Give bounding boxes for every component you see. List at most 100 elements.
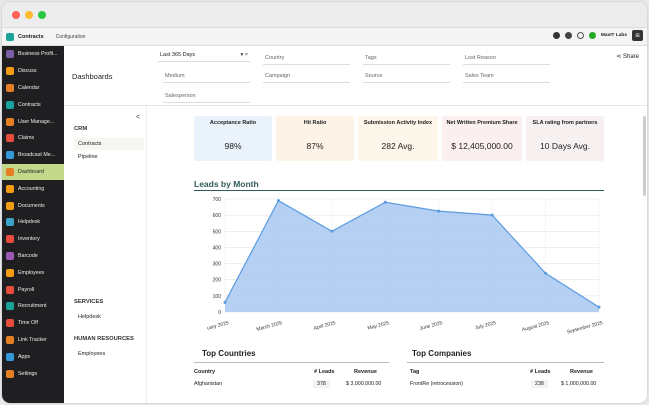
series-line <box>224 199 600 308</box>
y-tick-label: 600 <box>213 213 222 219</box>
app-icon <box>6 117 14 126</box>
area-fill <box>225 200 599 312</box>
sidebar-item-documents[interactable]: Documents <box>2 197 64 214</box>
company-name[interactable]: MaxIT Labs <box>600 33 627 38</box>
sidebar-item-label: Barcode <box>18 252 38 259</box>
sidebar-item-label: Inventory <box>18 236 40 243</box>
chart-title: Leads by Month <box>194 179 259 189</box>
y-tick-label: 200 <box>213 278 222 284</box>
sidebar-item-helpdesk[interactable]: Helpdesk <box>2 214 64 231</box>
kpi-value: $ 12,405,000.00 <box>451 141 513 151</box>
source-filter[interactable]: Source <box>363 69 450 83</box>
y-tick-label: 700 <box>213 197 222 203</box>
share-button[interactable]: ⋖ Share <box>616 54 639 60</box>
app-icon <box>6 83 14 92</box>
y-tick-label: 100 <box>213 294 222 300</box>
app-icon <box>6 151 14 160</box>
sidebar-item-label: User Manage... <box>18 118 55 125</box>
country-leads-cell: 378 <box>313 380 330 388</box>
app-icon <box>6 335 14 344</box>
x-tick-label: May 2025 <box>367 320 390 332</box>
company-cell[interactable]: FrontRe (retrocession) <box>410 381 463 387</box>
x-tick-label: February 2025 <box>207 320 230 334</box>
sidebar-item-user-manage[interactable]: User Manage... <box>2 113 64 130</box>
clock-icon[interactable] <box>576 32 584 39</box>
sidebar-item-link-tracker[interactable]: Link Tracker <box>2 332 64 349</box>
sidebar-item-discuss[interactable]: Discuss <box>2 63 64 80</box>
medium-filter[interactable]: Medium <box>163 69 250 83</box>
x-tick-label: March 2025 <box>256 320 283 333</box>
divider <box>194 362 389 363</box>
kpi-submission-activity[interactable]: Submission Activity Index 282 Avg. <box>358 116 438 161</box>
sidebar-item-label: Dashboard <box>18 168 44 175</box>
sidebar-item-dashboard[interactable]: Dashboard <box>2 163 64 181</box>
status-icon[interactable] <box>588 32 596 39</box>
close-window-button[interactable] <box>12 11 20 19</box>
collapse-panel-button[interactable]: < <box>135 114 140 121</box>
x-tick-label: September 2025 <box>566 320 603 335</box>
sidebar-item-calendar[interactable]: Calendar <box>2 80 64 97</box>
sidebar-item-settings[interactable]: Settings <box>2 365 64 382</box>
country-cell[interactable]: Afghanistan <box>194 381 222 387</box>
user-avatar[interactable]: ⊞ <box>632 30 643 41</box>
app-icon <box>6 285 14 294</box>
app-icon <box>6 268 14 277</box>
chat-icon[interactable] <box>564 32 572 39</box>
kpi-sla-rating[interactable]: SLA rating from partners 10 Days Avg. <box>526 116 604 161</box>
dashboard-item-employees[interactable]: Employees <box>78 351 106 357</box>
kpi-title: Submission Activity Index <box>363 120 433 126</box>
sidebar-item-label: Documents <box>18 202 45 209</box>
app-name[interactable]: Contracts <box>18 33 44 40</box>
app-icon <box>6 100 14 109</box>
data-point <box>597 305 601 309</box>
date-range-filter[interactable]: Last 365 Days ▾ × <box>158 48 250 62</box>
sidebar-item-employees[interactable]: Employees <box>2 264 64 281</box>
sidebar-item-claims[interactable]: Claims <box>2 130 64 147</box>
sidebar-item-broadcast-me[interactable]: Broadcast Me... <box>2 147 64 164</box>
data-point <box>276 199 280 203</box>
minimize-window-button[interactable] <box>25 11 33 19</box>
sidebar-item-payroll[interactable]: Payroll <box>2 281 64 298</box>
sidebar-item-recruitment[interactable]: Recruitment <box>2 298 64 315</box>
sidebar-item-label: Accounting <box>18 185 45 192</box>
bug-icon[interactable] <box>552 32 560 39</box>
data-point <box>223 300 227 304</box>
dashboard-item-helpdesk[interactable]: Helpdesk <box>78 314 101 320</box>
sidebar-item-business-profil[interactable]: Business Profil... <box>2 46 64 63</box>
kpi-hit-ratio[interactable]: Hit Ratio 87% <box>276 116 354 161</box>
configuration-menu[interactable]: Configuration <box>55 33 86 40</box>
kpi-title: Net Written Premium Share <box>446 120 518 126</box>
maximize-window-button[interactable] <box>38 11 46 19</box>
y-tick-label: 500 <box>213 229 222 235</box>
kpi-value: 282 Avg. <box>381 141 415 151</box>
salesperson-filter[interactable]: Salesperson <box>163 89 250 103</box>
sidebar-item-barcode[interactable]: Barcode <box>2 248 64 265</box>
sidebar-item-accounting[interactable]: Accounting <box>2 180 64 197</box>
app-icon <box>6 251 14 260</box>
x-tick-label: August 2025 <box>521 320 550 333</box>
clear-date-icon[interactable]: ▾ × <box>240 51 248 58</box>
kpi-net-written-premium[interactable]: Net Written Premium Share $ 12,405,000.0… <box>442 116 522 161</box>
content-scrollbar[interactable] <box>643 116 646 196</box>
sidebar-item-inventory[interactable]: Inventory <box>2 231 64 248</box>
sidebar-item-contracts[interactable]: Contracts <box>2 96 64 113</box>
sales-team-filter[interactable]: Sales Team <box>463 69 550 83</box>
sidebar-item-label: Employees <box>18 269 45 276</box>
app-sidebar: Business Profil... Discuss Calendar Contrac… <box>2 46 64 403</box>
kpi-title: Acceptance Ratio <box>209 120 257 126</box>
data-point <box>544 271 548 275</box>
campaign-filter[interactable]: Campaign <box>263 69 350 83</box>
company-leads-cell: 238 <box>531 380 548 388</box>
app-icon <box>6 319 14 328</box>
dashboard-item-contracts[interactable]: Contracts <box>74 138 144 150</box>
leads-by-month-chart[interactable]: 0 100 200 300 400 500 600 700 February 2025 March… <box>207 194 607 344</box>
dashboard-item-pipeline[interactable]: Pipeline <box>78 154 98 160</box>
tags-filter[interactable]: Tags <box>363 51 450 65</box>
sidebar-item-apps[interactable]: Apps <box>2 348 64 365</box>
lost-reason-filter[interactable]: Lost Reason <box>463 51 550 65</box>
app-icon <box>6 218 14 227</box>
data-point <box>490 213 494 217</box>
sidebar-item-time-off[interactable]: Time Off <box>2 315 64 332</box>
kpi-acceptance-ratio[interactable]: Acceptance Ratio 98% <box>194 116 272 161</box>
country-filter[interactable]: Country <box>263 51 350 65</box>
